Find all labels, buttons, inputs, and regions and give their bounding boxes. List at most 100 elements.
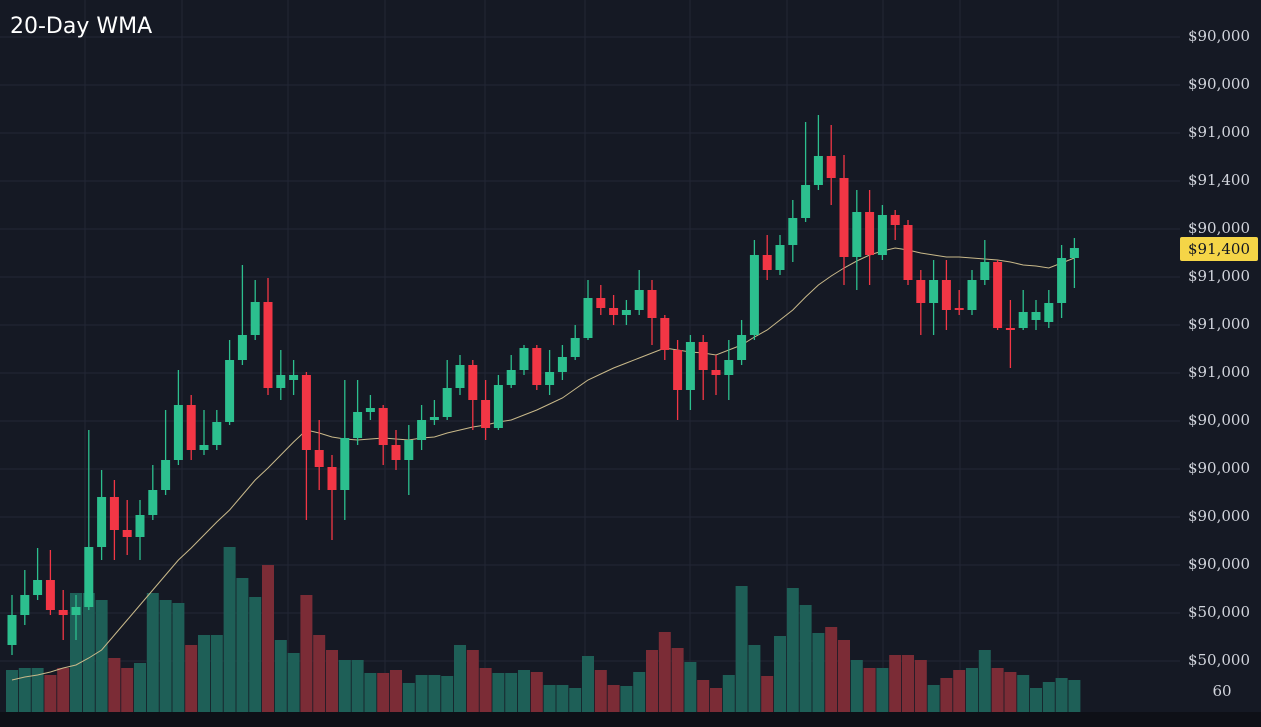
volume-bar xyxy=(1030,688,1042,712)
candle-body xyxy=(7,615,17,645)
volume-bar xyxy=(761,676,774,712)
volume-bar xyxy=(710,688,722,712)
volume-bar xyxy=(582,656,594,712)
volume-bar xyxy=(6,670,18,712)
volume-bar xyxy=(300,595,313,712)
volume-bar xyxy=(530,672,543,712)
volume-bar xyxy=(338,660,351,712)
volume-bar xyxy=(838,640,850,712)
candle-body xyxy=(545,372,555,385)
volume-bar xyxy=(57,668,70,712)
y-tick-label: $91,000 xyxy=(1188,363,1250,381)
candle-body xyxy=(365,408,375,412)
volume-bar xyxy=(991,668,1004,712)
candle-body xyxy=(634,290,644,310)
candle-body xyxy=(45,580,55,610)
candle-body xyxy=(263,302,273,388)
volume-bar xyxy=(454,645,466,712)
candle-body xyxy=(993,262,1003,328)
volume-bar xyxy=(684,662,697,712)
volume-bar xyxy=(390,670,402,712)
candle-body xyxy=(698,342,708,370)
volume-bar xyxy=(146,593,159,712)
candle-body xyxy=(1005,328,1015,330)
y-tick-label: $90,000 xyxy=(1188,411,1250,429)
volume-bar xyxy=(863,668,876,712)
volume-bar xyxy=(658,632,671,712)
volume-bar xyxy=(364,673,377,712)
candle-body xyxy=(954,308,964,310)
volume-bar xyxy=(876,668,889,712)
candle-body xyxy=(468,365,478,400)
volume-axis-label: 60 xyxy=(1212,682,1231,700)
candle-body xyxy=(788,218,798,245)
volume-bar xyxy=(249,597,262,712)
y-tick-label: $90,000 xyxy=(1188,75,1250,93)
volume-bar xyxy=(1004,672,1017,712)
candle-body xyxy=(941,280,951,310)
candle-body xyxy=(148,490,158,515)
volume-bar xyxy=(262,565,274,712)
volume-bar xyxy=(543,685,556,712)
candle-body xyxy=(353,412,363,438)
candle-body xyxy=(173,405,183,460)
volume-bar xyxy=(953,670,966,712)
volume-bar xyxy=(774,636,786,712)
candle-body xyxy=(506,370,516,385)
volume-bar xyxy=(415,675,428,712)
volume-bar xyxy=(966,668,978,712)
volume-bar xyxy=(44,675,57,712)
candle-body xyxy=(903,225,913,280)
volume-bar xyxy=(799,605,812,712)
volume-bar xyxy=(274,640,287,712)
candle-body xyxy=(980,262,990,280)
candle-body xyxy=(532,348,542,385)
y-tick-label: $91,000 xyxy=(1188,267,1250,285)
volume-bar xyxy=(505,673,518,712)
candle-body xyxy=(1031,312,1041,320)
candle-body xyxy=(557,357,567,372)
volume-bar xyxy=(492,673,505,712)
candle-body xyxy=(609,308,619,315)
volume-bar xyxy=(198,635,210,712)
candle-body xyxy=(826,156,836,178)
y-tick-label: $90,000 xyxy=(1188,507,1250,525)
candle-body xyxy=(1018,312,1028,328)
candle-body xyxy=(442,388,452,417)
candle-body xyxy=(865,212,875,255)
volume-bar xyxy=(1068,680,1081,712)
volume-bar xyxy=(185,645,198,712)
volume-bar xyxy=(786,588,799,712)
volume-bar xyxy=(70,593,82,712)
y-tick-label: $91,400 xyxy=(1188,171,1250,189)
volume-bar xyxy=(287,653,300,712)
candle-body xyxy=(813,156,823,185)
candle-body xyxy=(660,318,670,350)
candle-body xyxy=(161,460,171,490)
volume-bar xyxy=(18,668,31,712)
volume-bar xyxy=(210,635,223,712)
y-tick-label: $90,000 xyxy=(1188,555,1250,573)
candle-body xyxy=(58,610,68,615)
candle-body xyxy=(1069,248,1079,258)
volume-bar xyxy=(441,676,454,712)
candle-body xyxy=(301,375,311,450)
volume-bar xyxy=(748,645,761,712)
volume-bar xyxy=(108,658,121,712)
candle-body xyxy=(801,185,811,218)
candle-body xyxy=(711,370,721,375)
volume-bar xyxy=(223,547,236,712)
candle-body xyxy=(596,298,606,308)
volume-bar xyxy=(121,668,134,712)
y-tick-label: $90,000 xyxy=(1188,459,1250,477)
volume-bar xyxy=(159,600,172,712)
volume-bar xyxy=(172,603,185,712)
candle-body xyxy=(481,400,491,428)
candle-body xyxy=(84,547,94,607)
candle-body xyxy=(455,365,465,388)
volume-bar xyxy=(697,680,710,712)
volume-bar xyxy=(889,655,902,712)
